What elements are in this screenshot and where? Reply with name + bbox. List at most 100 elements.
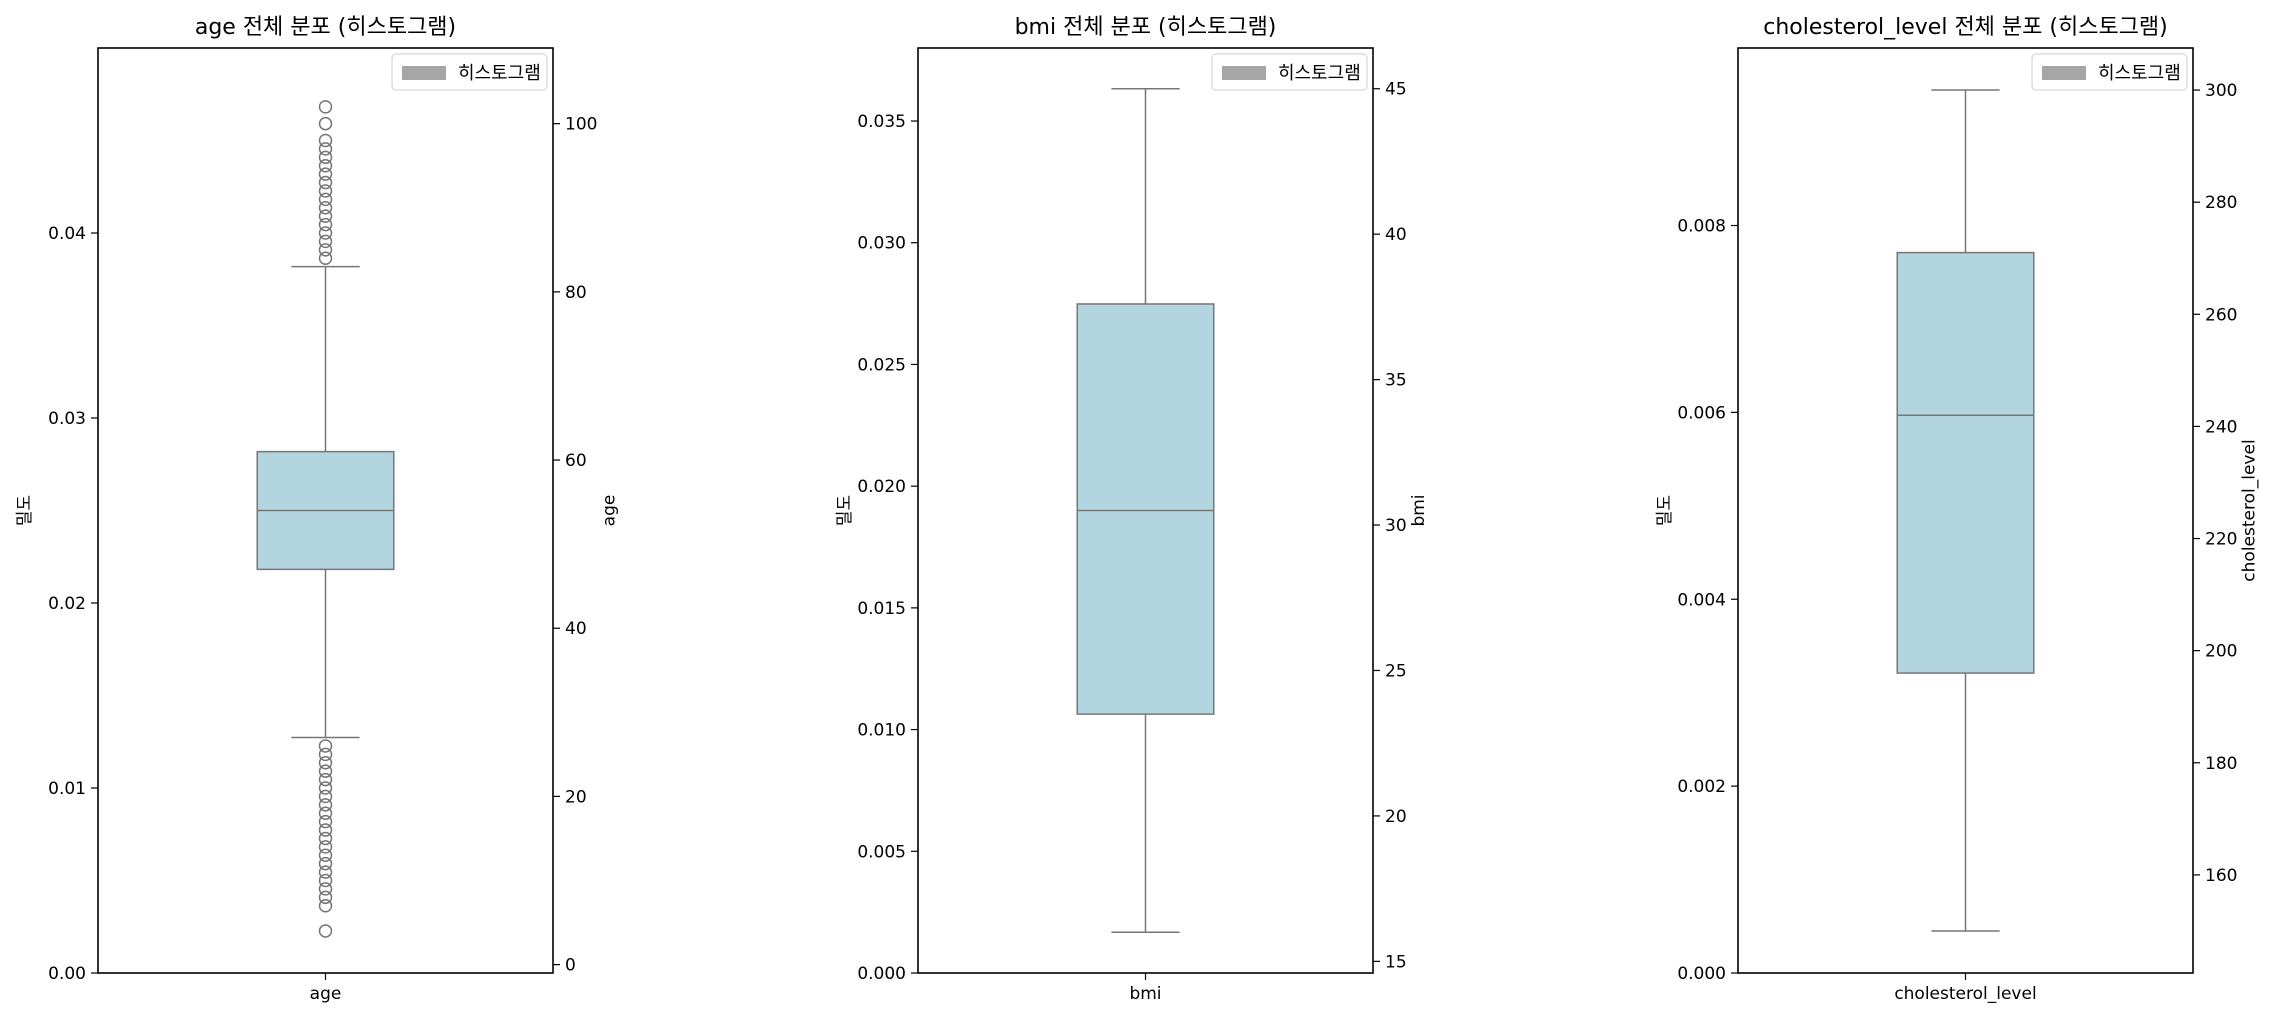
right-tick-label: 180 [2205,754,2237,774]
outlier-point [318,100,333,114]
left-tick-label: 0.000 [1677,964,1726,984]
left-tick-label: 0.020 [857,477,906,497]
right-tick-label: 30 [1385,516,1407,536]
outlier-point [318,756,333,770]
left-tick-label: 0.015 [857,599,906,619]
outlier-point [318,226,333,240]
left-tick-label: 0.04 [48,224,86,244]
outlier-point [318,209,333,223]
outlier-point [318,217,333,232]
outlier-point [318,158,333,173]
left-tick-label: 0.004 [1677,590,1726,610]
right-tick-label: 280 [2205,193,2237,213]
outlier-point [318,175,333,190]
left-tick-label: 0.008 [1677,217,1726,237]
subplot-2: bmi 전체 분포 (히스토그램) 0.000 0.005 0.010 0.015 0.0… [835,15,1429,1004]
right-tick-label: 80 [565,283,587,303]
outlier-point [318,739,333,753]
legend-swatch [1222,66,1266,80]
right-tick-label: 25 [1385,661,1407,681]
right-tick-label: 100 [565,115,597,135]
outlier-point [318,806,333,820]
outlier-point [318,882,333,896]
legend-box [2031,53,2188,91]
outlier-point [318,831,333,846]
outlier-point [318,201,333,215]
outlier-point [318,133,333,148]
y-axis-label-right: age [600,495,620,527]
x-tick-label: bmi [1129,984,1161,1004]
legend: 히스토그램 [1211,53,1368,91]
outlier-point [318,142,333,156]
right-tick-label: 45 [1385,80,1407,100]
right-tick-label: 260 [2205,305,2237,325]
right-tick-label: 40 [565,619,587,639]
legend: 히스토그램 [2031,53,2188,91]
right-tick-label: 60 [565,451,587,471]
legend-swatch [402,66,446,80]
legend-swatch [2042,66,2086,80]
outlier-point [318,764,333,778]
right-tick-label: 35 [1385,371,1407,391]
outlier-point [318,890,333,905]
outlier-point [318,814,333,829]
outlier-point [318,873,333,888]
left-tick-label: 0.006 [1677,403,1726,423]
outlier-point [318,789,333,804]
x-tick-label: age [310,984,342,1004]
legend: 히스토그램 [391,53,548,91]
outlier-point [318,747,333,762]
outlier-point [318,772,333,787]
left-tick-label: 0.01 [48,779,86,799]
right-tick-label: 20 [1385,807,1407,827]
y-axis-label-left: 밀도 [835,495,855,526]
legend-label: 히스토그램 [1278,63,1361,84]
left-tick-label: 0.030 [857,234,906,254]
legend-label: 히스토그램 [458,63,541,84]
subplot-1: age 전체 분포 (히스토그램) 0.00 0.01 0.02 0.03 0.04 0 20… [15,15,620,1004]
outlier-point [318,150,333,165]
iqr-box [1076,303,1215,715]
outlier-point [318,234,333,249]
left-tick-label: 0.035 [857,112,906,132]
outlier-point [318,840,333,854]
right-tick-label: 160 [2205,866,2237,886]
right-tick-label: 300 [2205,81,2237,101]
legend-box [391,53,548,91]
outlier-point [318,184,333,198]
subplot-3: cholesterol_level 전체 분포 (히스토그램) 0.000 0.00… [1655,15,2260,1004]
chart-title: age 전체 분포 (히스토그램) [195,15,456,40]
x-tick-label: cholesterol_level [1894,984,2036,1004]
outlier-point [318,856,333,871]
outlier-point [318,848,333,863]
left-tick-label: 0.010 [857,721,906,741]
left-tick-label: 0.002 [1677,777,1726,797]
left-tick-label: 0.00 [48,964,86,984]
y-axis-label-right: cholesterol_level [2240,439,2260,581]
left-tick-label: 0.000 [857,964,906,984]
outlier-point [318,898,333,913]
right-tick-label: 40 [1385,225,1407,245]
outlier-point [318,116,333,131]
outlier-point [318,798,333,812]
outlier-point [318,167,333,181]
chart-title: cholesterol_level 전체 분포 (히스토그램) [1763,15,2168,40]
outlier-point [318,823,333,837]
legend-box [1211,53,1368,91]
y-axis-label-left: 밀도 [15,495,35,526]
left-tick-label: 0.02 [48,594,86,614]
y-axis-label-right: bmi [1409,494,1429,526]
right-tick-label: 20 [565,787,587,807]
right-tick-label: 200 [2205,642,2237,662]
left-tick-label: 0.03 [48,409,86,429]
chart-title: bmi 전체 분포 (히스토그램) [1015,15,1277,40]
y-axis-label-left: 밀도 [1655,495,1675,526]
outlier-point [318,781,333,795]
legend-label: 히스토그램 [2098,63,2181,84]
right-tick-label: 0 [565,956,576,976]
outlier-point [318,924,333,938]
right-tick-label: 240 [2205,417,2237,437]
left-tick-label: 0.025 [857,355,906,375]
left-tick-label: 0.005 [857,842,906,862]
